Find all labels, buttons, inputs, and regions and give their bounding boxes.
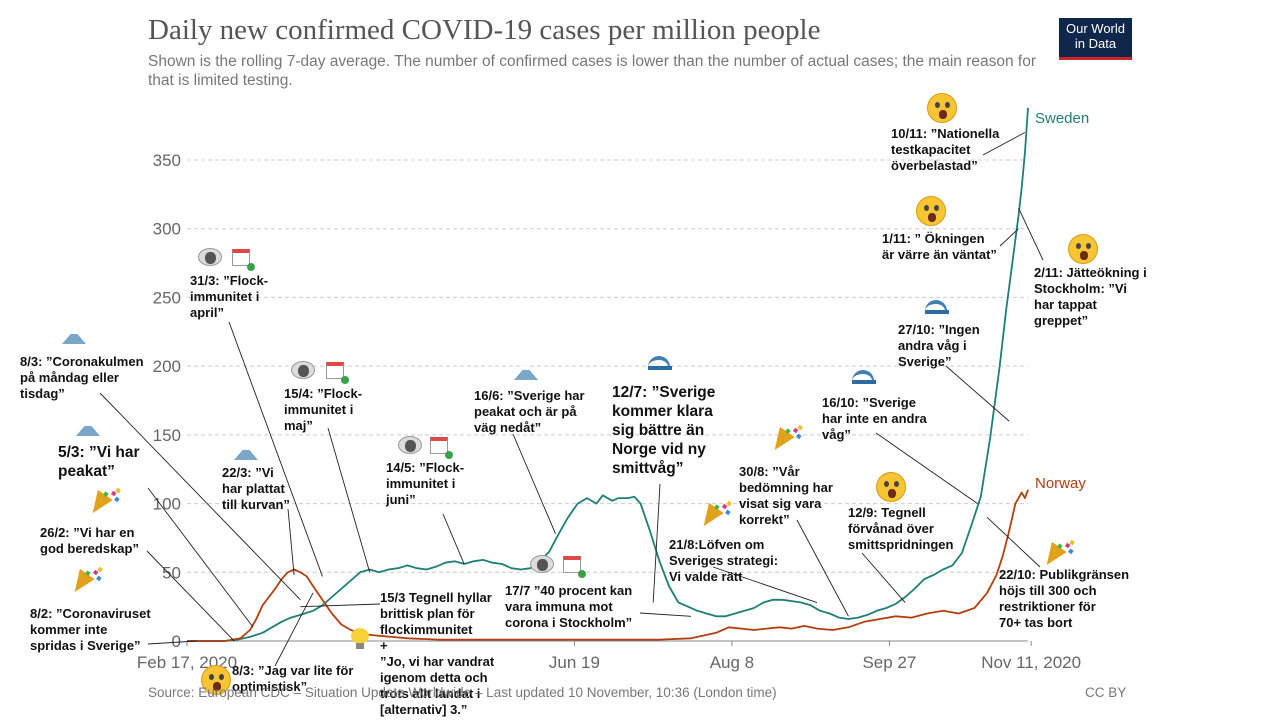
annotation-text: 5/3: ”Vi har peakat” — [58, 444, 140, 480]
mountain-peak-icon — [76, 422, 100, 436]
annotation-text: 12/7: ”Sverige kommer klara sig bättre ä… — [612, 384, 716, 477]
annotation-text: 17/7 ”40 procent kan vara immuna mot cor… — [505, 583, 633, 630]
screaming-face-icon — [201, 665, 231, 695]
sheep-icon — [291, 359, 317, 381]
sheep-icon — [530, 553, 556, 575]
wave-icon — [925, 300, 949, 316]
annotation-text: 15/3 Tegnell hyllar brittisk plan för fl… — [380, 590, 495, 717]
annotation-leader-line — [287, 508, 295, 576]
annotation-leader-line — [945, 365, 1010, 422]
annotation-leader-line — [274, 592, 314, 667]
wave-icon — [852, 370, 876, 386]
calendar-icon — [563, 556, 586, 578]
annotation-leader-line — [147, 640, 197, 645]
series-line-sweden — [187, 107, 1029, 642]
y-tick-label: 0 — [172, 632, 181, 651]
annotation-leader-line — [986, 516, 1041, 568]
annotation-leader-line — [875, 432, 978, 504]
annotation-text: 8/3: ”Coronakulmen på måndag eller tisda… — [20, 354, 144, 401]
annotation-text: 8/3: ”Jag var lite för optimistisk” — [232, 663, 354, 694]
annotation-text: 31/3: ”Flock- immunitet i april” — [190, 273, 269, 320]
screaming-face-icon — [876, 472, 906, 502]
x-tick-label: Sep 27 — [862, 653, 916, 672]
annotation-leader-line — [512, 433, 556, 534]
mountain-peak-icon — [62, 330, 86, 344]
annotation-leader-line — [442, 513, 465, 565]
series-label-sweden: Sweden — [1035, 110, 1089, 127]
screaming-face-icon — [1068, 234, 1098, 264]
logo-line-1: Our World — [1066, 21, 1125, 36]
annotation-text: 22/3: ”Vi har plattat till kurvan” — [222, 465, 290, 512]
annotation-leader-line — [99, 392, 301, 601]
annotation-leader-line — [327, 427, 371, 573]
logo-line-2: in Data — [1074, 36, 1117, 51]
annotation-leader-line — [147, 487, 254, 628]
sheep-icon — [398, 434, 424, 456]
annotation-leader-line — [861, 552, 906, 603]
annotation-text: 12/9: Tegnell förvånad över smittspridni… — [848, 505, 954, 552]
series-line-norway — [187, 489, 1029, 642]
series-label-norway: Norway — [1035, 475, 1086, 492]
annotation-text: 21/8:Löfven om Sveriges strategi: Vi val… — [669, 537, 779, 584]
annotation-text: 2/11: Jätteökning i Stockholm: ”Vi har t… — [1034, 265, 1147, 328]
annotation-leader-line — [146, 550, 235, 642]
chart-subtitle: Shown is the rolling 7-day average. The … — [148, 53, 1036, 89]
annotation-leader-line — [639, 612, 691, 617]
annotation-text: 8/2: ”Coronaviruset kommer inte spridas … — [30, 606, 151, 653]
annotation-leader-line — [1018, 207, 1044, 261]
y-tick-label: 50 — [162, 563, 181, 582]
y-tick-label: 300 — [153, 220, 181, 239]
x-tick-label: Jun 19 — [549, 653, 600, 672]
lightbulb-icon — [351, 628, 369, 650]
license-link[interactable]: CC BY — [1085, 685, 1127, 700]
calendar-icon — [232, 249, 255, 271]
y-tick-label: 150 — [153, 426, 181, 445]
source-note: Source: European CDC – Situation Update … — [148, 685, 777, 700]
annotation-text: 16/10: ”Sverige har inte en andra våg” — [822, 395, 927, 442]
screaming-face-icon — [927, 93, 957, 123]
annotation-text: 22/10: Publikgränsen höjs till 300 och r… — [999, 567, 1130, 630]
annotation-text: 15/4: ”Flock- immunitet i maj” — [284, 386, 363, 433]
sheep-icon — [198, 246, 224, 268]
mountain-peak-icon — [514, 366, 538, 380]
annotation-text: 1/11: ” Ökningen är värre än väntat” — [882, 231, 997, 262]
screaming-face-icon — [916, 196, 946, 226]
annotation-text: 16/6: ”Sverige har peakat och är på väg … — [474, 388, 585, 435]
annotation-leader-line — [982, 132, 1026, 156]
annotation-leader-line — [228, 321, 323, 577]
x-tick-label: Aug 8 — [710, 653, 754, 672]
chart-title: Daily new confirmed COVID-19 cases per m… — [148, 14, 821, 46]
annotation-text: 10/11: ”Nationella testkapacitet överbel… — [891, 126, 1000, 173]
wave-icon — [648, 356, 672, 372]
annotation-leader-line — [712, 566, 818, 603]
y-tick-label: 100 — [153, 495, 181, 514]
calendar-icon — [326, 362, 349, 384]
annotation-text: 26/2: ”Vi har en god beredskap” — [40, 525, 139, 556]
mountain-peak-icon — [234, 446, 258, 460]
annotation-leader-line — [300, 603, 381, 608]
annotation-text: 27/10: ”Ingen andra våg i Sverige” — [898, 322, 980, 369]
y-tick-label: 250 — [153, 288, 181, 307]
annotation-leader-line — [652, 483, 661, 603]
annotation-text: 30/8: ”Vår bedömning har visat sig vara … — [739, 464, 833, 527]
annotation-leader-line — [796, 519, 849, 617]
owid-logo[interactable]: Our World in Data — [1059, 18, 1132, 60]
annotation-leader-line — [999, 228, 1019, 247]
annotation-text: 14/5: ”Flock- immunitet i juni” — [386, 460, 465, 507]
calendar-icon — [430, 437, 453, 459]
y-tick-label: 350 — [153, 151, 181, 170]
y-tick-label: 200 — [153, 357, 181, 376]
x-tick-label: Nov 11, 2020 — [981, 653, 1081, 672]
